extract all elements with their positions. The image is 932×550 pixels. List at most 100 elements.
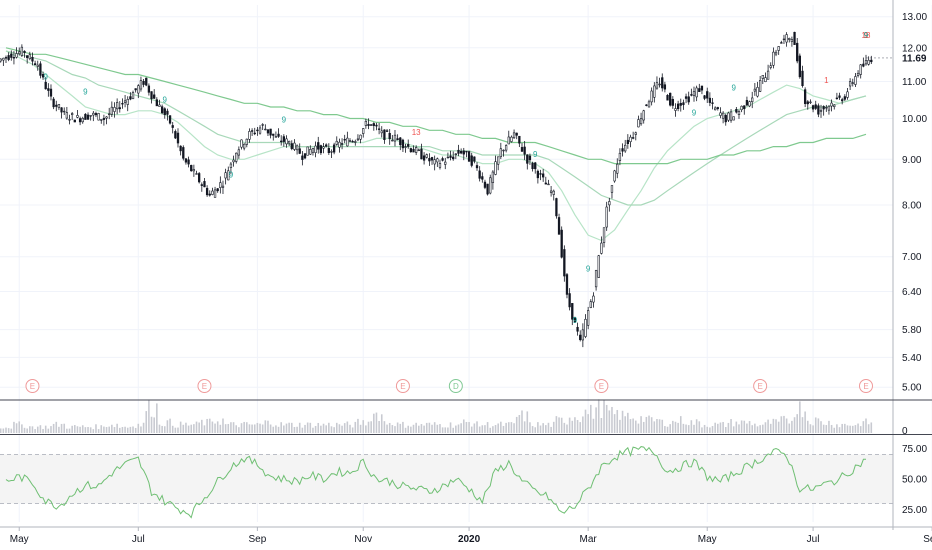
volume-bar: [227, 423, 230, 433]
volume-bar: [764, 422, 767, 433]
volume-bar: [590, 404, 592, 433]
volume-bar: [108, 426, 110, 433]
volume-bar: [650, 417, 653, 433]
volume-bar: [341, 425, 343, 433]
candle: [454, 153, 457, 160]
volume-bar: [206, 418, 208, 433]
candle: [534, 161, 537, 174]
candle: [343, 134, 346, 144]
volume-bar: [0, 428, 2, 433]
candle: [330, 149, 333, 159]
volume-bar: [235, 425, 238, 433]
candle: [613, 169, 616, 183]
volume-bar: [653, 421, 656, 433]
candle-body: [862, 63, 865, 67]
volume-bar: [407, 425, 410, 433]
candle: [870, 55, 873, 65]
candle: [385, 129, 389, 132]
volume-bar: [865, 418, 867, 433]
candle: [49, 84, 53, 101]
volume-bar: [100, 425, 103, 433]
rsi-band: [0, 454, 893, 504]
candle: [571, 303, 574, 326]
event-ring: [25, 379, 40, 393]
candle: [142, 79, 145, 88]
volume-bar: [208, 418, 211, 433]
candle-body: [438, 163, 442, 168]
candle-body: [663, 84, 667, 90]
time-tick-label: Sep: [923, 534, 932, 545]
candle-body: [348, 140, 352, 142]
price-tick-label: 9.00: [902, 155, 922, 166]
volume-bar: [441, 427, 444, 433]
candle: [856, 70, 860, 78]
candle-body: [510, 136, 513, 142]
volume-bar: [619, 419, 621, 433]
candle: [478, 166, 481, 182]
volume-bar: [672, 420, 674, 433]
candle: [314, 141, 317, 158]
volume-bar: [468, 422, 470, 433]
volume-bar: [171, 425, 174, 433]
candle: [674, 103, 677, 117]
volume-bar: [163, 426, 166, 433]
candle: [388, 129, 391, 145]
candle: [759, 76, 762, 93]
volume-bar: [740, 420, 743, 433]
candle-body: [520, 147, 524, 152]
candle-body: [568, 293, 571, 308]
candle-body: [671, 99, 674, 106]
candle: [629, 134, 632, 148]
candle: [272, 133, 275, 141]
volume-bar: [373, 413, 375, 433]
volume-bar: [2, 428, 5, 433]
volume-bar: [703, 424, 706, 433]
price-axis[interactable]: 13.00 12.00 11.00 10.00 9.00 8.00 7.00 6.40 5.80…: [902, 12, 927, 516]
candle-body: [33, 63, 37, 66]
candle-body: [766, 70, 770, 80]
candle: [441, 156, 444, 162]
volume-bar: [777, 421, 780, 433]
candle-body: [518, 135, 521, 144]
candle-body: [325, 144, 328, 147]
volume-bar: [470, 426, 473, 433]
candle-body: [356, 138, 360, 141]
time-axis[interactable]: May Jul Sep Nov 2020 Mar May Jul Sep: [10, 527, 932, 545]
volume-bar: [783, 415, 785, 433]
volume-bar: [365, 425, 367, 433]
volume-bar: [391, 425, 394, 433]
candle-body: [631, 137, 635, 139]
volume-bar: [724, 427, 727, 433]
candle-body: [523, 146, 526, 155]
candle-body: [362, 128, 365, 134]
candle: [510, 135, 513, 143]
candle: [560, 226, 563, 259]
candle-body: [676, 103, 680, 110]
volume-bar: [513, 423, 515, 433]
candle-body: [171, 125, 174, 128]
candle-body: [867, 59, 870, 65]
volume-bar: [505, 422, 507, 433]
candle-body: [41, 74, 45, 78]
candle-body: [679, 102, 682, 106]
volume-bar: [103, 426, 105, 433]
candle: [695, 85, 698, 102]
volume-bar: [396, 422, 399, 433]
candle: [10, 50, 13, 61]
volume-bar: [629, 419, 632, 433]
candle: [520, 143, 524, 153]
candle-body: [740, 105, 743, 111]
candle-body: [314, 145, 317, 153]
candle: [121, 98, 124, 109]
candle-body: [0, 58, 2, 62]
volume-bar: [116, 423, 118, 433]
candle-body: [31, 57, 34, 62]
candle-body: [483, 181, 487, 188]
candle-body: [412, 148, 415, 153]
event-label: E: [599, 382, 604, 391]
volume-bar: [552, 421, 555, 433]
event-label: E: [757, 382, 762, 391]
candle: [219, 176, 222, 194]
candle: [63, 107, 66, 115]
volume-bar: [624, 416, 626, 433]
